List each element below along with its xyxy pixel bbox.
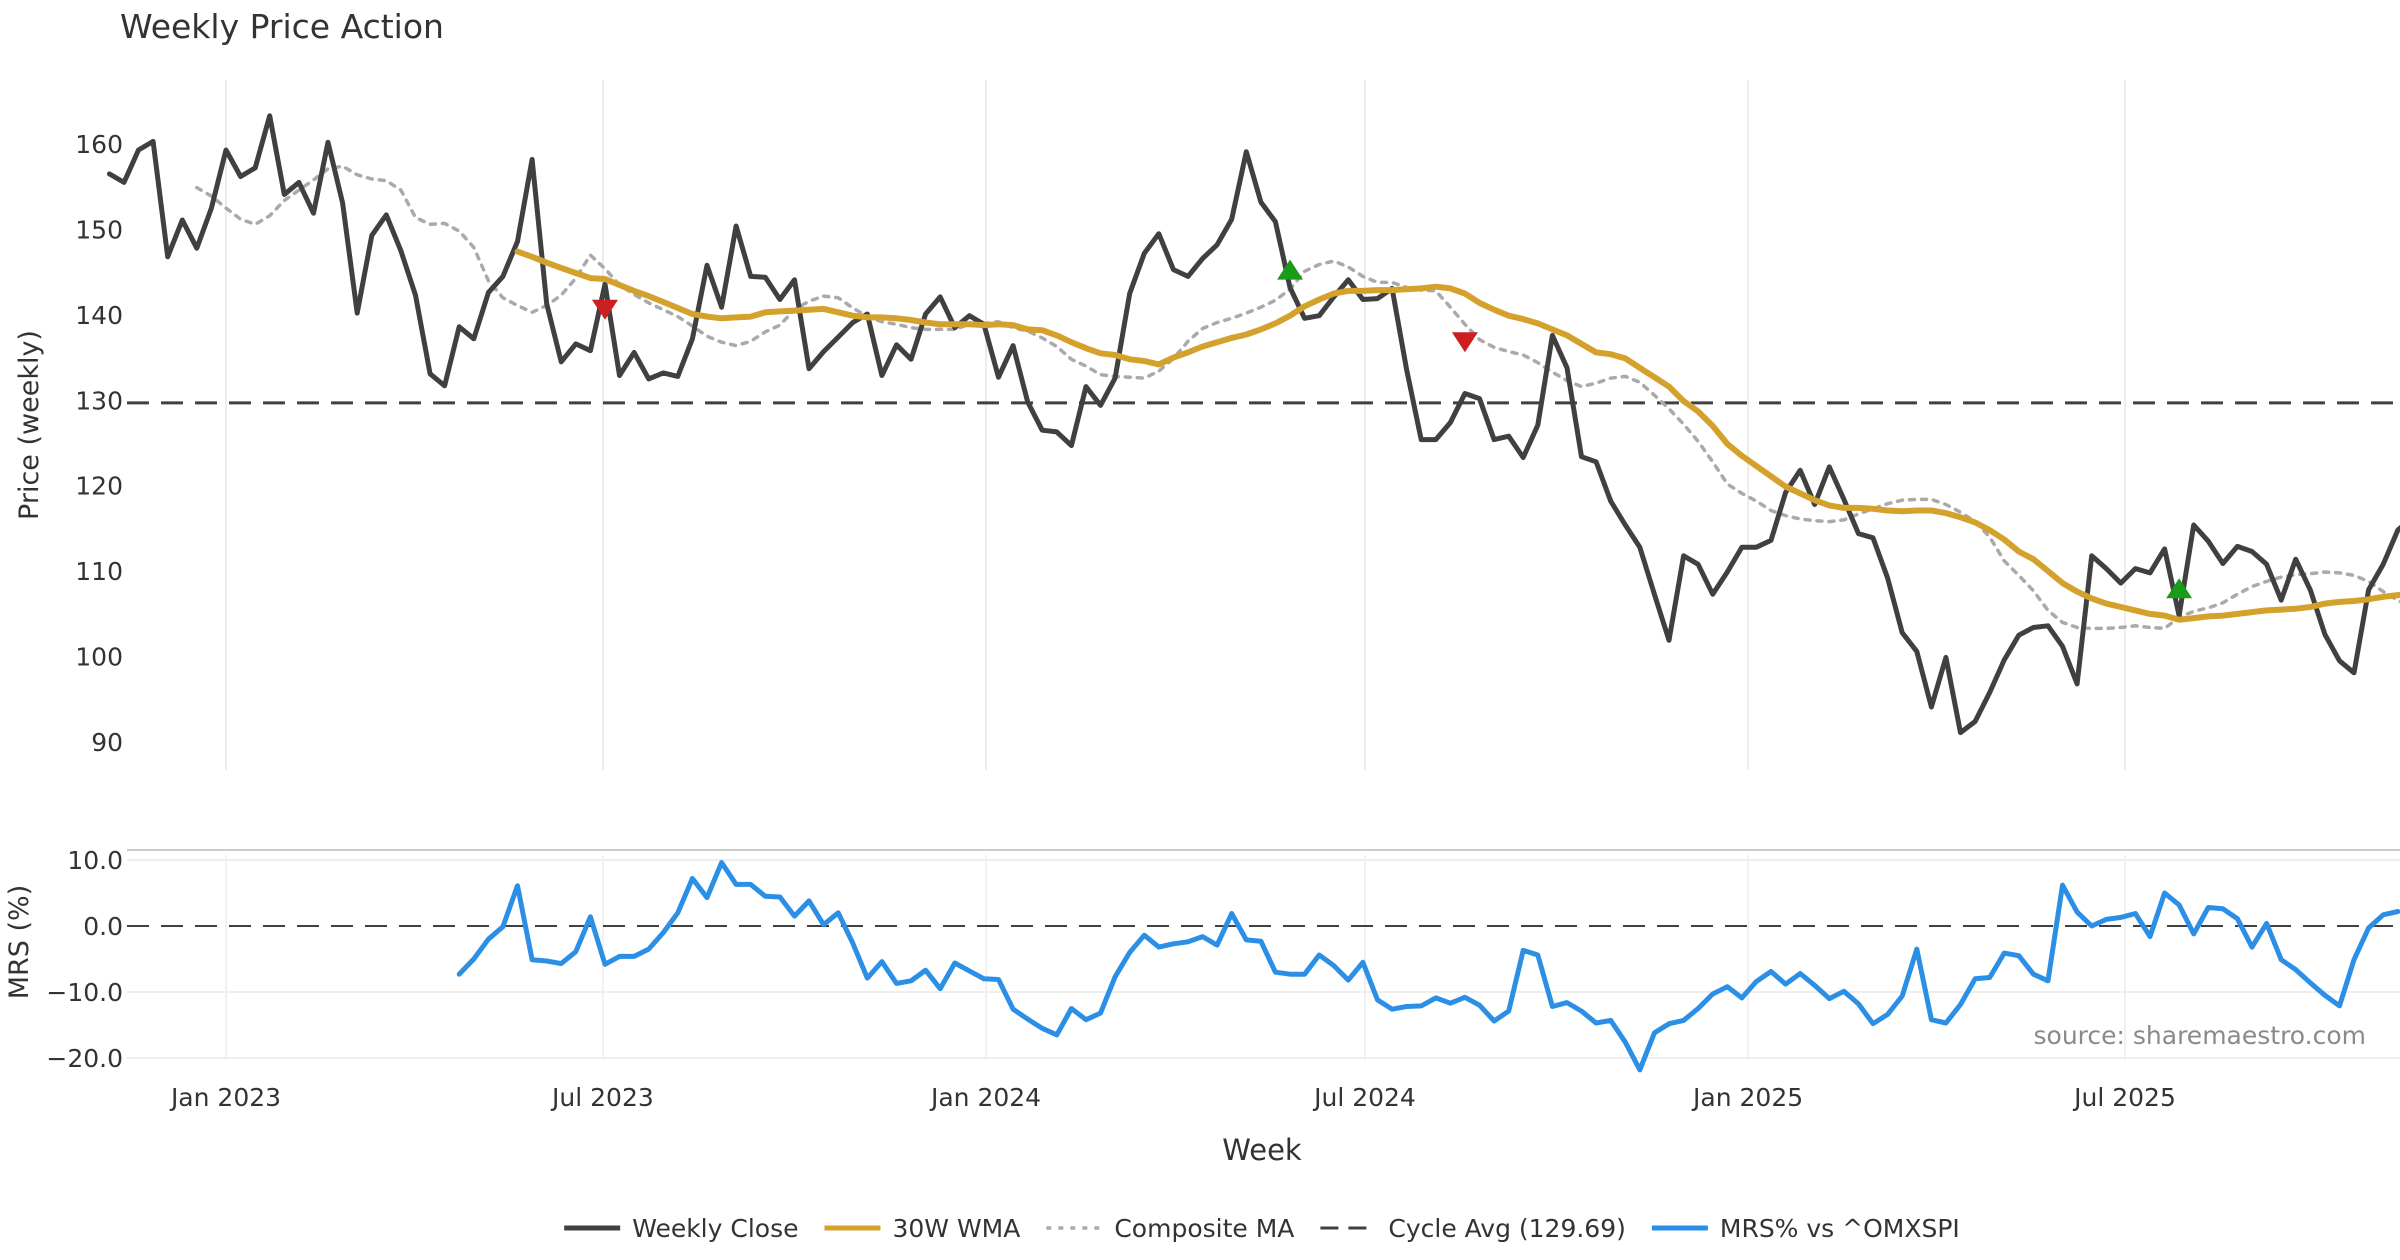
sell-signal-marker [591, 299, 618, 320]
x-tick-label: Jan 2023 [169, 1083, 281, 1112]
legend-label: Weekly Close [632, 1214, 798, 1243]
x-tick-label: Jan 2025 [1691, 1083, 1803, 1112]
upper-series-group [106, 113, 2400, 736]
chart-legend: Weekly Close 30W WMA Composite MA Cycle Avg… [564, 1214, 1960, 1243]
lower-y-tick-label: 0.0 [83, 912, 123, 941]
x-tick-label: Jan 2024 [929, 1083, 1041, 1112]
upper-y-tick-label: 130 [75, 386, 123, 415]
upper-gridlines [225, 80, 2126, 770]
lower-series-group [456, 860, 2400, 1073]
x-tick-label: Jul 2025 [2072, 1083, 2176, 1112]
upper-y-tick-label: 120 [75, 472, 123, 501]
upper-y-tick-label: 100 [75, 643, 123, 672]
x-tick-label: Jul 2024 [1312, 1083, 1416, 1112]
lower-y-axis-label: MRS (%) [4, 885, 35, 1000]
upper-y-tick-label: 90 [91, 728, 123, 757]
buy-signal-marker [2166, 578, 2193, 599]
x-axis-label: Week [1222, 1133, 1302, 1167]
signal-markers [591, 259, 2193, 599]
lower-y-tick-label: 10.0 [67, 846, 123, 875]
legend-label: Cycle Avg (129.69) [1388, 1214, 1626, 1243]
legend-label: MRS% vs ^OMXSPI [1720, 1214, 1960, 1243]
buy-signal-marker [1277, 259, 1304, 280]
x-tick-label: Jul 2023 [550, 1083, 654, 1112]
upper-y-tick-label: 110 [75, 557, 123, 586]
series-line-composite-ma [195, 164, 2400, 631]
lower-gridlines [127, 855, 2400, 1060]
upper-y-tick-labels: 90 100 110 120 130 140 150 160 [75, 130, 123, 757]
x-tick-labels: Jan 2023 Jul 2023 Jan 2024 Jul 2024 Jan 2025… [169, 1083, 2176, 1112]
source-annotation: source: sharemaestro.com [2034, 1021, 2367, 1050]
chart-title: Weekly Price Action [120, 7, 444, 46]
upper-y-tick-label: 160 [75, 130, 123, 159]
series-line-mrs [456, 860, 2400, 1073]
series-line-30w-wma [514, 248, 2400, 623]
legend-label: 30W WMA [892, 1214, 1020, 1243]
lower-y-tick-labels: 10.0 0.0 −10.0 −20.0 [46, 846, 123, 1073]
lower-y-tick-label: −10.0 [46, 978, 123, 1007]
lower-y-tick-label: −20.0 [46, 1044, 123, 1073]
legend-label: Composite MA [1114, 1214, 1294, 1243]
upper-y-tick-label: 140 [75, 301, 123, 330]
series-line-weekly-close [106, 113, 2400, 736]
upper-y-axis-label: Price (weekly) [14, 330, 45, 520]
sell-signal-marker [1451, 332, 1478, 353]
upper-y-tick-label: 150 [75, 215, 123, 244]
